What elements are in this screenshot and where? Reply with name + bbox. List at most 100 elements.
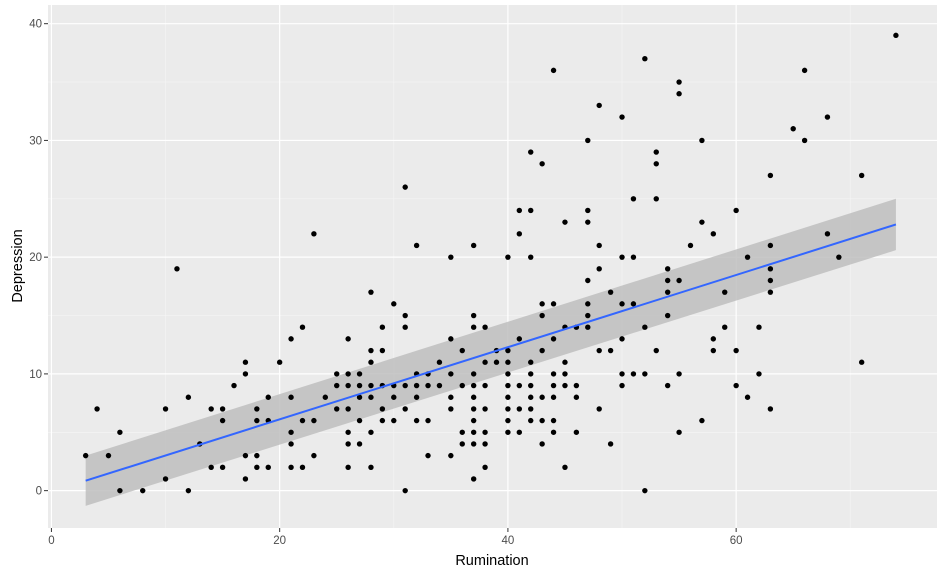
data-point xyxy=(619,336,625,342)
data-point xyxy=(836,254,842,260)
data-point xyxy=(402,324,408,330)
minor-gridlines xyxy=(48,5,937,528)
data-point xyxy=(402,312,408,319)
data-point xyxy=(254,464,260,470)
data-point xyxy=(379,324,386,330)
data-point xyxy=(470,312,477,319)
data-point xyxy=(345,336,351,342)
data-point xyxy=(311,231,317,237)
data-point xyxy=(379,347,386,354)
data-point xyxy=(767,266,774,272)
data-point xyxy=(710,336,717,342)
data-point xyxy=(596,102,602,109)
data-point xyxy=(676,429,682,435)
data-point xyxy=(596,266,602,272)
data-point xyxy=(893,32,899,39)
data-point xyxy=(356,441,363,447)
data-point xyxy=(676,91,682,97)
data-point xyxy=(368,394,374,400)
data-point xyxy=(174,266,180,272)
data-point xyxy=(767,242,774,249)
data-point xyxy=(482,359,488,365)
data-point xyxy=(379,417,386,424)
regression-line xyxy=(85,223,897,482)
data-point xyxy=(585,219,591,225)
x-tick-label: 0 xyxy=(48,535,54,547)
y-tick-label: 0 xyxy=(36,486,42,498)
data-point xyxy=(573,382,580,389)
data-point xyxy=(459,429,465,435)
data-point xyxy=(242,371,249,377)
data-point xyxy=(653,196,659,202)
data-point xyxy=(619,114,625,120)
data-point xyxy=(607,347,614,354)
data-point xyxy=(311,452,317,459)
data-point xyxy=(334,406,340,412)
data-point xyxy=(231,382,237,389)
data-point xyxy=(345,371,351,377)
data-point xyxy=(585,277,591,284)
data-point xyxy=(345,464,351,470)
data-point xyxy=(528,406,534,412)
data-point xyxy=(710,231,717,237)
data-point xyxy=(299,324,306,330)
data-point xyxy=(288,336,294,342)
data-point xyxy=(642,324,648,330)
data-point xyxy=(470,429,477,435)
data-point xyxy=(368,347,374,354)
data-point xyxy=(436,359,443,365)
data-point xyxy=(630,196,637,202)
data-point xyxy=(528,207,534,214)
data-point xyxy=(550,371,557,377)
data-point xyxy=(322,394,329,400)
data-point xyxy=(345,406,351,412)
y-tick-label: 40 xyxy=(29,19,42,31)
data-point xyxy=(767,289,774,295)
data-point xyxy=(368,382,374,389)
x-tick-label: 40 xyxy=(502,535,515,547)
data-point xyxy=(642,56,648,62)
data-point xyxy=(630,371,637,377)
data-point xyxy=(528,417,534,424)
data-point xyxy=(242,359,249,365)
data-point xyxy=(550,301,557,307)
data-point xyxy=(391,301,397,307)
data-point xyxy=(345,429,351,435)
data-point xyxy=(573,394,580,400)
data-point xyxy=(185,487,192,494)
data-point xyxy=(528,382,534,389)
x-tick-label: 20 xyxy=(273,535,286,547)
data-point xyxy=(562,219,568,225)
data-point xyxy=(539,312,545,319)
data-point xyxy=(653,149,659,155)
x-axis: 0 20 40 60 xyxy=(48,528,743,547)
data-point xyxy=(505,347,511,354)
data-point xyxy=(334,371,340,377)
data-point xyxy=(482,429,488,435)
data-point xyxy=(425,452,431,459)
data-point xyxy=(550,417,557,424)
data-point xyxy=(402,406,408,412)
data-point xyxy=(356,382,363,389)
data-point xyxy=(664,277,671,284)
data-point xyxy=(391,417,397,424)
data-point xyxy=(699,219,705,225)
data-point xyxy=(790,126,796,132)
data-point xyxy=(516,207,523,214)
data-point xyxy=(276,359,283,365)
data-point xyxy=(516,336,523,342)
data-point xyxy=(436,382,443,389)
data-point xyxy=(528,149,534,155)
data-point xyxy=(505,371,511,377)
data-point xyxy=(722,324,728,330)
data-point xyxy=(528,394,534,400)
data-point xyxy=(413,394,420,400)
data-point xyxy=(676,79,682,85)
data-point xyxy=(356,394,363,400)
data-point xyxy=(539,441,545,447)
data-point xyxy=(470,324,477,330)
data-point xyxy=(710,347,717,354)
y-axis-title: Depression xyxy=(10,229,26,302)
data-point xyxy=(585,301,591,307)
data-point xyxy=(562,464,568,470)
